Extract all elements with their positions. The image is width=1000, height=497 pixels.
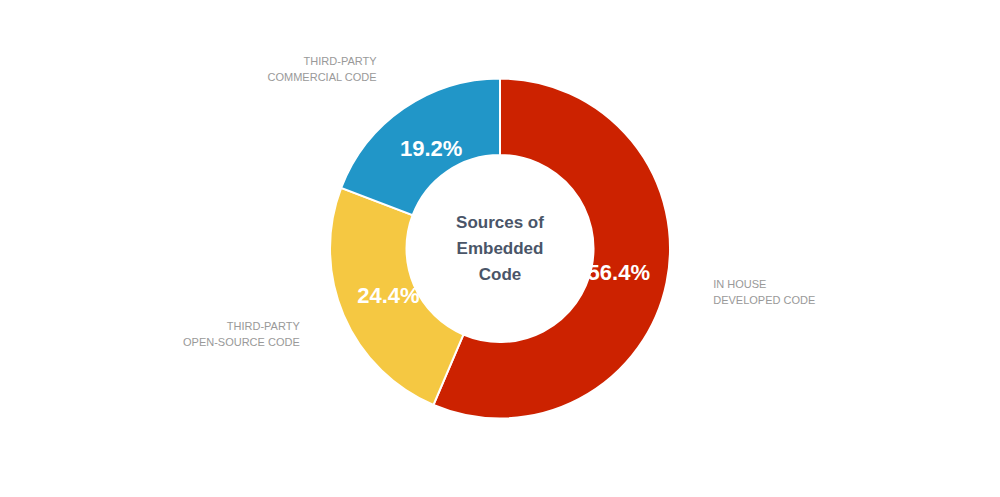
svg-text:THIRD-PARTYOPEN-SOURCE CODE: THIRD-PARTYOPEN-SOURCE CODE — [183, 320, 300, 348]
svg-text:THIRD-PARTYCOMMERCIAL CODE: THIRD-PARTYCOMMERCIAL CODE — [268, 55, 378, 83]
svg-text:56.4%: 56.4% — [588, 260, 650, 285]
html-text:Sources of: Sources of — [456, 212, 544, 232]
html-text:Embedded: Embedded — [456, 238, 544, 258]
svg-text:19.2%: 19.2% — [400, 136, 462, 161]
svg-text:IN HOUSEDEVELOPED CODE: IN HOUSEDEVELOPED CODE — [713, 278, 815, 306]
svg-text:24.4%: 24.4% — [357, 283, 419, 308]
html-text:Code: Code — [478, 264, 522, 284]
